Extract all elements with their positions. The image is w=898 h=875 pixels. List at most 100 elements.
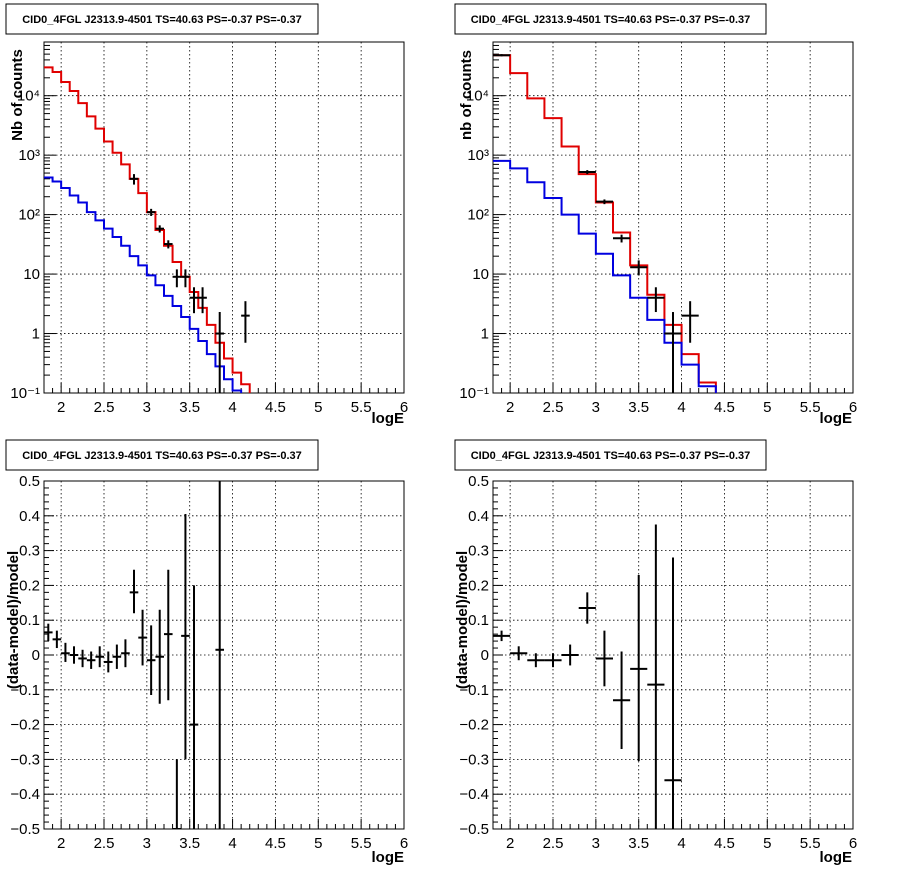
grid (44, 42, 404, 393)
x-tick-label: 3 (143, 835, 151, 852)
data-point (198, 287, 207, 314)
data-point (172, 269, 182, 288)
y-tick-label: −0.5 (459, 821, 489, 838)
y-tick-label: 10³ (18, 147, 40, 164)
y-tick-label: 0.3 (19, 543, 40, 560)
x-axis-label: logE (372, 849, 405, 866)
plot-area (44, 66, 251, 393)
x-tick-label: 3 (592, 399, 600, 416)
plot-frame (43, 41, 405, 394)
y-tick-label: 10 (472, 266, 489, 283)
y-tick-label: −0.1 (10, 682, 40, 699)
data-point (44, 623, 53, 642)
data-point (647, 524, 665, 829)
y-tick-label: 10⁴ (17, 88, 40, 105)
data-point (613, 234, 631, 243)
x-tick-label: 6 (400, 399, 408, 416)
data-point (172, 759, 182, 829)
chart-title-text: CID0_4FGL J2313.9-4501 TS=40.63 PS=-0.37… (471, 14, 751, 26)
x-tick-label: 5 (314, 835, 322, 852)
y-tick-label: 0 (481, 647, 489, 664)
y-tick-label: 0 (32, 647, 40, 664)
data-point (595, 630, 613, 687)
y-tick-label: 10⁴ (466, 88, 489, 105)
x-tick-label: 5.5 (351, 835, 372, 852)
x-tick-label: 3 (592, 835, 600, 852)
data-point (95, 646, 104, 668)
x-tick-label: 5 (314, 399, 322, 416)
x-tick-label: 2.5 (94, 399, 115, 416)
data-point (189, 585, 199, 829)
y-tick-label: 0.5 (468, 473, 489, 490)
chart-title-text: CID0_4FGL J2313.9-4501 TS=40.63 PS=-0.37… (471, 450, 751, 462)
data-point (544, 653, 562, 668)
data-point (681, 301, 699, 343)
x-tick-label: 2.5 (543, 835, 564, 852)
x-axis-label: logE (820, 410, 853, 427)
chart-title-text: CID0_4FGL J2313.9-4501 TS=40.63 PS=-0.37… (22, 14, 302, 26)
x-tick-label: 4.5 (265, 835, 286, 852)
y-tick-label: −0.2 (10, 717, 40, 734)
data-point (578, 170, 596, 175)
data-point (181, 514, 190, 760)
data-point (630, 260, 648, 276)
series-total-model-line (493, 54, 717, 393)
data-point (155, 225, 164, 233)
data-point (630, 574, 648, 762)
data-point (138, 609, 147, 666)
data-point (189, 287, 199, 314)
y-tick-label: 0.1 (468, 612, 489, 629)
data-point (613, 651, 631, 749)
y-tick-label: 10 (23, 266, 40, 283)
chart-title: CID0_4FGL J2313.9-4501 TS=40.63 PS=-0.37… (454, 439, 767, 471)
chart-title: CID0_4FGL J2313.9-4501 TS=40.63 PS=-0.37… (454, 3, 767, 35)
y-tick-label: 0.3 (468, 543, 489, 560)
data-point (664, 312, 682, 393)
x-tick-label: 2.5 (543, 399, 564, 416)
data-point (155, 609, 164, 704)
y-tick-label: −0.5 (10, 821, 40, 838)
x-tick-label: 3.5 (628, 399, 649, 416)
x-axis-label: logE (820, 849, 853, 866)
chart-title: CID0_4FGL J2313.9-4501 TS=40.63 PS=-0.37… (5, 3, 319, 35)
series-component-model-line (493, 159, 717, 393)
plot-area (493, 524, 682, 829)
x-tick-label: 2 (506, 399, 514, 416)
y-tick-label: 10² (18, 207, 40, 224)
y-tick-label: 1 (481, 326, 489, 343)
data-point (164, 569, 173, 701)
y-tick-label: −0.4 (459, 786, 489, 803)
x-tick-label: 2 (57, 835, 65, 852)
data-point (493, 630, 511, 642)
y-tick-label: 0.2 (468, 577, 489, 594)
data-point (146, 625, 156, 696)
x-tick-label: 5.5 (351, 399, 372, 416)
x-tick-label: 2 (57, 399, 65, 416)
x-tick-label: 4 (677, 399, 685, 416)
grid (493, 42, 853, 393)
data-point (181, 269, 190, 288)
y-tick-label: 1 (32, 326, 40, 343)
y-tick-label: −0.1 (459, 682, 489, 699)
x-tick-label: 3.5 (628, 835, 649, 852)
data-point (104, 651, 113, 673)
x-tick-label: 4.5 (265, 399, 286, 416)
x-tick-label: 5 (763, 399, 771, 416)
y-axis-label: nb of counts (458, 50, 475, 140)
y-tick-label: 0.5 (19, 473, 40, 490)
data-point (86, 651, 96, 669)
data-point (664, 557, 682, 829)
x-tick-label: 5.5 (800, 835, 821, 852)
data-point (112, 644, 122, 669)
y-tick-label: 0.4 (19, 508, 40, 525)
y-axis-label: Nb of counts (9, 49, 26, 141)
panel-top-left: CID0_4FGL J2313.9-4501 TS=40.63 PS=-0.37… (5, 3, 408, 427)
data-point (215, 481, 224, 829)
x-tick-label: 5.5 (800, 399, 821, 416)
x-tick-label: 6 (400, 835, 408, 852)
